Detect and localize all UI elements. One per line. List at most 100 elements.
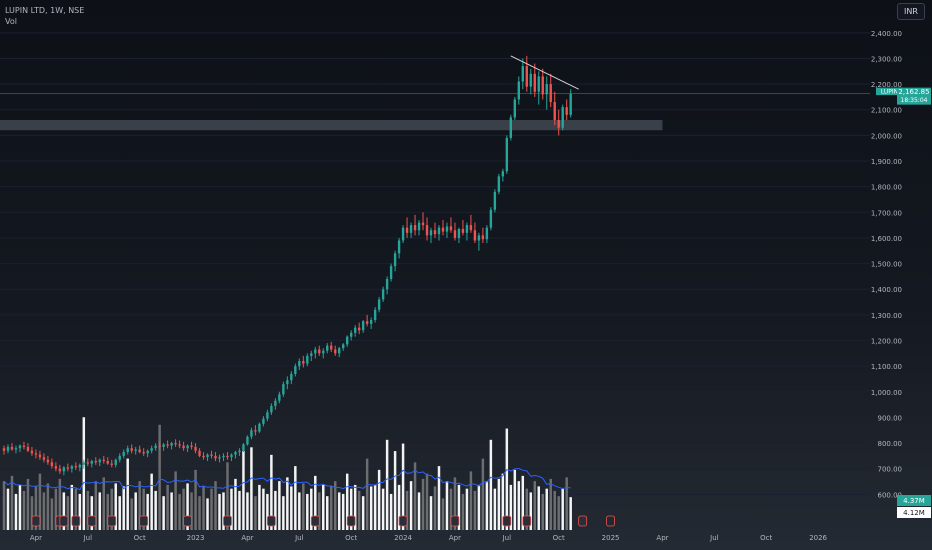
candle-body xyxy=(441,227,445,232)
volume-bar xyxy=(110,488,113,530)
chart-legend: LUPIN LTD, 1W, NSE Vol xyxy=(5,5,84,27)
volume-bar xyxy=(30,496,34,530)
candle-body xyxy=(14,448,18,450)
candle-body xyxy=(505,137,509,172)
candle-body xyxy=(353,327,357,333)
price-tag xyxy=(897,87,931,105)
candle-body xyxy=(497,176,501,192)
chart-grid xyxy=(0,32,870,495)
volume-bar xyxy=(114,483,117,530)
volume-bar xyxy=(429,496,433,530)
support-zone[interactable] xyxy=(0,120,663,131)
candle-body xyxy=(78,464,82,468)
price-tag-countdown: 18:35:04 xyxy=(901,97,928,104)
volume-bar xyxy=(174,471,177,530)
earnings-marker xyxy=(59,515,69,527)
candle-body xyxy=(306,355,309,364)
price-tick-label: 1,300.00 xyxy=(871,312,902,320)
volume-bar xyxy=(497,478,501,530)
volume-bar xyxy=(373,484,377,530)
candle-body xyxy=(549,84,552,103)
candle-body xyxy=(401,227,405,241)
candle-body xyxy=(569,93,572,115)
volume-bar xyxy=(226,462,229,530)
time-axis[interactable]: Apr Jul Oct 2023 Apr Jul Oct 2024 Apr Jul Oct 2025 A… xyxy=(30,534,828,542)
earnings-marker xyxy=(522,515,532,527)
currency-button[interactable]: INR xyxy=(897,3,925,20)
event-markers[interactable] xyxy=(31,515,615,527)
time-tick-label: 2023 xyxy=(187,534,205,542)
price-tick-label: 1,500.00 xyxy=(871,261,902,269)
price-tick-label: 2,400.00 xyxy=(871,30,902,38)
volume-bar xyxy=(166,484,169,530)
candle-body xyxy=(126,448,129,453)
price-axis[interactable]: 600.00 700.00 800.00 900.00 1,000.00 1,100.00… xyxy=(871,30,902,500)
candle-body xyxy=(421,222,425,226)
trendline[interactable] xyxy=(510,55,579,90)
candle-body xyxy=(381,289,385,300)
candle-body xyxy=(461,228,465,233)
volume-bar xyxy=(198,496,201,530)
volume-bar xyxy=(521,475,525,530)
candle-body xyxy=(150,448,153,451)
candle-body xyxy=(274,400,277,406)
candle-body xyxy=(278,394,281,401)
symbol-tag-text: LUPIN xyxy=(881,89,898,96)
volume-bar xyxy=(445,481,449,530)
volume-bar xyxy=(489,439,493,530)
future-earnings-marker xyxy=(606,515,615,527)
candle-body xyxy=(202,455,205,458)
volume-bar xyxy=(353,484,357,530)
volume-bar xyxy=(537,486,540,530)
volume-title[interactable]: Vol xyxy=(5,17,17,26)
candle-body xyxy=(174,443,177,445)
candle-body xyxy=(469,225,473,231)
volume-bar xyxy=(54,488,58,530)
volume-bar xyxy=(258,484,261,530)
symbol-title[interactable]: LUPIN LTD, 1W, NSE xyxy=(5,6,85,15)
candle-body xyxy=(74,466,78,468)
candle-body xyxy=(545,84,548,95)
time-tick-label: 2024 xyxy=(394,534,412,542)
volume-bar xyxy=(142,488,145,530)
volume-bar xyxy=(505,428,509,530)
price-tick-label: 800.00 xyxy=(878,440,903,448)
price-tag-value: 2,162.85 xyxy=(898,88,929,96)
candle-body xyxy=(525,66,528,87)
candle-body xyxy=(334,349,337,354)
volume-bar xyxy=(365,458,369,530)
volume-bar xyxy=(22,490,26,530)
time-tick-label: Oct xyxy=(760,534,772,542)
candle-body xyxy=(310,353,313,356)
volume-bar xyxy=(250,447,253,530)
candle-body xyxy=(373,309,377,320)
volume-bar xyxy=(393,451,397,530)
candle-body xyxy=(50,462,54,467)
volume-bar xyxy=(509,484,513,530)
volume-bar xyxy=(473,490,477,530)
candle-body xyxy=(361,321,365,331)
volume-bar xyxy=(90,496,94,530)
volume-bar xyxy=(50,498,54,530)
volume-bar xyxy=(337,492,341,530)
candle-body xyxy=(377,299,381,310)
earnings-marker xyxy=(139,515,149,527)
time-tick-label: Oct xyxy=(345,534,357,542)
price-tick-label: 1,900.00 xyxy=(871,158,902,166)
candle-body xyxy=(369,320,373,324)
volume-bar xyxy=(98,492,102,530)
candle-body xyxy=(541,76,544,95)
volume-bar xyxy=(274,490,277,530)
earnings-marker xyxy=(578,515,588,527)
volume-bar xyxy=(417,492,421,530)
volume-bar xyxy=(310,488,313,530)
candle-body xyxy=(154,445,157,449)
candle-body xyxy=(134,449,137,451)
time-tick-label: 2025 xyxy=(602,534,620,542)
candle-body xyxy=(425,225,429,236)
volume-bar xyxy=(294,466,297,530)
candle-body xyxy=(314,349,317,354)
volume-bar xyxy=(485,481,489,530)
candle-body xyxy=(146,450,149,454)
